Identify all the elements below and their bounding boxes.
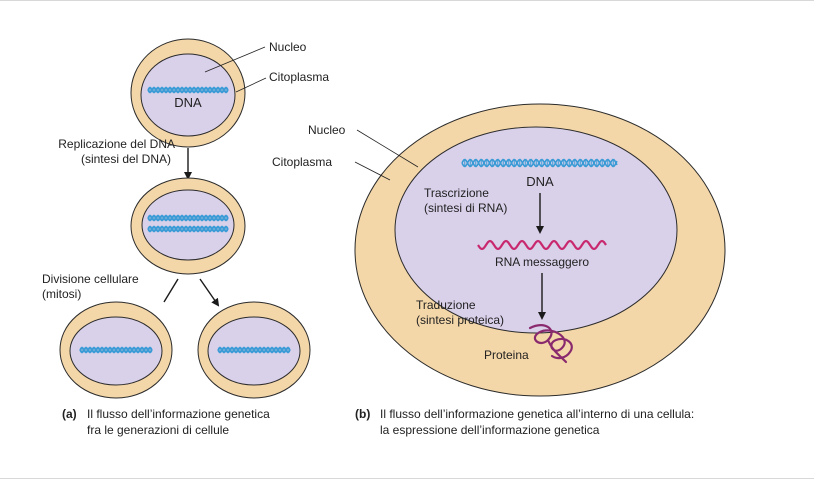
nucleus-label: Nucleo	[269, 40, 307, 54]
parent-cell: DNA	[130, 38, 246, 148]
dna-label: DNA	[174, 95, 202, 110]
parent-cell-nucleus	[140, 53, 236, 137]
caption-a-line1: Il flusso dell’informazione genetica	[87, 407, 270, 421]
replicated-cell	[130, 177, 246, 275]
dna-helix-icon	[147, 214, 229, 222]
mrna-strand-icon	[477, 239, 607, 251]
dna-strand-2	[79, 346, 153, 354]
dna-strand-2	[147, 214, 229, 222]
dna-helix-icon	[217, 346, 291, 354]
panel-a: DNA Nucleo Citoplasma Replicazione del D…	[42, 38, 329, 437]
caption-b-line1: Il flusso dell’informazione genetica all…	[380, 407, 694, 421]
dna-helix-icon	[147, 225, 229, 233]
protein-icon	[528, 324, 573, 364]
top-border	[0, 0, 814, 1]
division-arrow-right	[199, 278, 220, 307]
division-label-line1: Divisione cellulare	[42, 272, 139, 286]
caption-b-letter: (b)	[355, 407, 370, 421]
cytoplasm-leader-line	[235, 77, 267, 93]
dna-helix-icon	[147, 86, 229, 94]
replication-label-line2: (sintesi del DNA)	[81, 152, 171, 166]
caption-a-line2: fra le generazioni di cellule	[87, 423, 229, 437]
cytoplasm-label-b: Citoplasma	[272, 155, 332, 169]
cytoplasm-label: Citoplasma	[269, 70, 329, 84]
dna-strand-2	[217, 346, 291, 354]
dna-helix-icon	[79, 346, 153, 354]
panel-b: Nucleo Citoplasma DNA Trascrizione (sint…	[272, 103, 726, 437]
protein-label: Proteina	[484, 348, 529, 362]
translation-label-line1: Traduzione	[416, 298, 476, 312]
dna-strand-2	[147, 225, 229, 233]
division-label-line2: (mitosi)	[42, 287, 81, 301]
nucleus-leader-line	[204, 46, 266, 73]
transcription-label-line1: Trascrizione	[424, 186, 489, 200]
nucleus-label-b: Nucleo	[308, 123, 346, 137]
mrna-label: RNA messaggero	[495, 255, 589, 269]
cytoplasm-leader-line-b	[354, 161, 391, 181]
division-arrow-left	[163, 278, 179, 303]
caption-a-letter: (a)	[62, 407, 77, 421]
dna-strand-2	[147, 86, 229, 94]
caption-b-line2: la espressione dell’informazione genetic…	[380, 423, 600, 437]
replicated-cell-nucleus	[141, 189, 235, 261]
transcription-label-line2: (sintesi di RNA)	[424, 201, 507, 215]
translation-label-line2: (sintesi proteica)	[416, 313, 504, 327]
dna-helix-icon	[461, 158, 618, 168]
protein-chain	[528, 324, 573, 364]
dna-label-b: DNA	[526, 174, 554, 189]
bottom-border	[0, 478, 814, 479]
daughter-cell-right	[197, 301, 311, 399]
nucleus-leader-line-b	[356, 129, 419, 168]
daughter-cell-left	[59, 301, 173, 399]
replication-label-line1: Replicazione del DNA	[58, 137, 175, 151]
